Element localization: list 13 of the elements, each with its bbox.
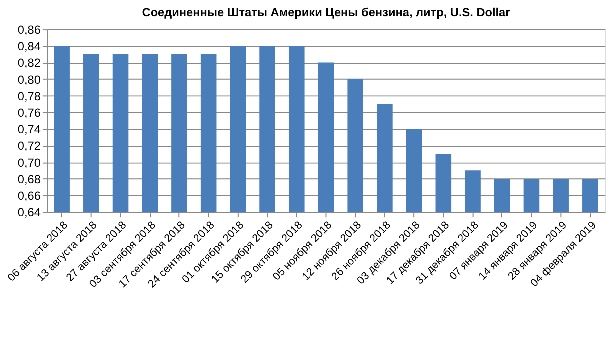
y-tick-label: 0,86 [18, 22, 42, 37]
y-tick-label: 0,64 [18, 206, 42, 220]
y-tick-label: 0,84 [18, 40, 42, 54]
y-tick-label: 0,72 [18, 139, 41, 154]
y-tick-label: 0,76 [18, 106, 42, 120]
y-tick-label: 0,78 [18, 89, 42, 104]
y-tick-label: 0,80 [18, 72, 42, 87]
y-tick-label: 0,68 [18, 172, 42, 186]
y-tick-label: 0,74 [18, 122, 42, 137]
y-tick-label: 0,66 [18, 189, 42, 204]
y-tick-label: 0,70 [18, 156, 42, 170]
y-tick-label: 0,82 [18, 56, 41, 70]
chart-title: Соединенные Штаты Америки Цены бензина, литр, U.S. Dollar [142, 6, 511, 20]
